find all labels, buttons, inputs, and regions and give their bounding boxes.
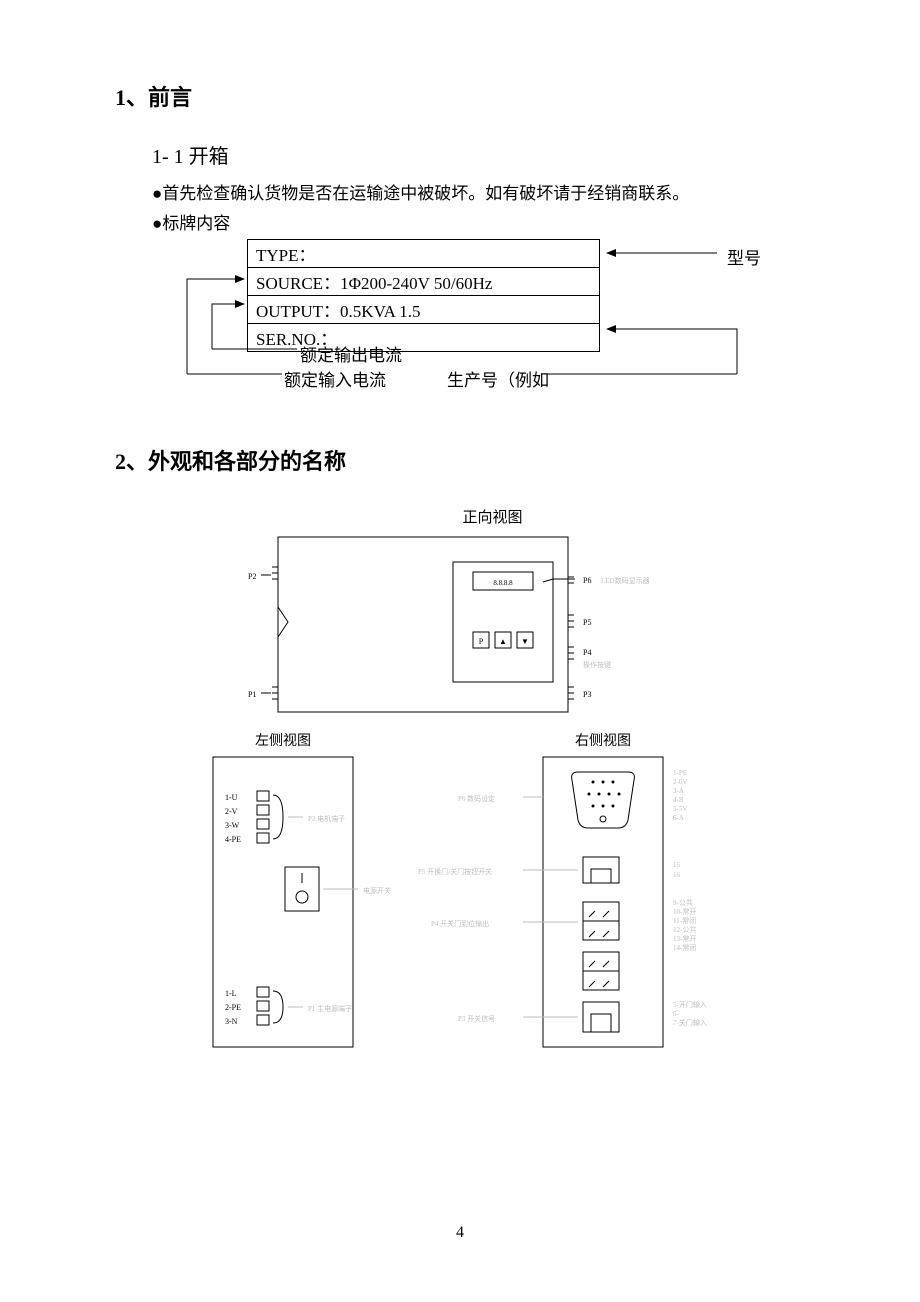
svg-text:P6: P6	[583, 576, 591, 585]
section1-heading: 1、前言	[115, 80, 810, 112]
svg-text:2-V: 2-V	[225, 807, 238, 816]
svg-text:7-关门输入: 7-关门输入	[673, 1018, 707, 1027]
svg-text:2-PE: 2-PE	[225, 1003, 241, 1012]
front-view-title: 正向视图	[175, 506, 810, 527]
nameplate-row2: SOURCE：1Φ200-240V 50/60Hz	[248, 268, 600, 296]
svg-text:11-常闭: 11-常闭	[673, 916, 696, 925]
annot-model: 型号	[727, 244, 761, 269]
svg-text:P4 开关门到位输出: P4 开关门到位输出	[431, 919, 489, 928]
svg-text:14-常闭: 14-常闭	[673, 943, 696, 952]
svg-text:4-B: 4-B	[673, 796, 684, 804]
svg-text:右侧视图: 右侧视图	[575, 733, 631, 749]
annot-prod-no: 生产号（例如	[447, 366, 549, 391]
svg-text:16: 16	[673, 871, 681, 879]
svg-text:P5: P5	[583, 618, 591, 627]
bullet-1: ●首先检查确认货物是否在运输途中被破坏。如有破坏请于经销商联系。	[152, 179, 810, 204]
svg-text:P2: P2	[248, 572, 256, 581]
bullet-2: ●标牌内容	[152, 209, 810, 234]
nameplate-row1: TYPE：	[248, 240, 600, 268]
svg-text:P4: P4	[583, 648, 591, 657]
nameplate-row3: OUTPUT：0.5KVA 1.5	[248, 296, 600, 324]
front-view-diagram: 8.8.8.8 P ▲ ▼ P2 P1 P6 LED数码显示器	[223, 527, 703, 727]
svg-text:10-常开: 10-常开	[673, 907, 696, 916]
svg-text:3-A: 3-A	[673, 787, 684, 795]
svg-text:1-L: 1-L	[225, 989, 237, 998]
page: 1、前言 1- 1 开箱 ●首先检查确认货物是否在运输途中被破坏。如有破坏请于经…	[0, 0, 920, 1302]
svg-text:P5 开换门/关门按钮开关: P5 开换门/关门按钮开关	[418, 867, 492, 876]
svg-text:9-公共: 9-公共	[673, 898, 693, 907]
annot-out-current: 额定输出电流	[300, 341, 402, 366]
svg-text:8.8.8.8: 8.8.8.8	[493, 579, 513, 587]
svg-text:15: 15	[673, 861, 681, 869]
section2-heading: 2、外观和各部分的名称	[115, 444, 810, 476]
svg-text:3-N: 3-N	[225, 1017, 238, 1026]
svg-text:P2 电机端子: P2 电机端子	[308, 814, 345, 823]
svg-text:6-: 6-	[673, 1010, 680, 1018]
svg-text:12-公共: 12-公共	[673, 925, 696, 934]
svg-text:▲: ▲	[499, 637, 507, 646]
nameplate-diagram: TYPE： SOURCE：1Φ200-240V 50/60Hz OUTPUT：0…	[152, 239, 810, 399]
svg-text:▼: ▼	[521, 637, 529, 646]
svg-text:2-0V: 2-0V	[673, 778, 687, 786]
svg-text:P3 开关信号: P3 开关信号	[458, 1014, 495, 1023]
svg-text:5-5V: 5-5V	[673, 805, 687, 813]
svg-text:P3: P3	[583, 690, 591, 699]
svg-text:5-开门输入: 5-开门输入	[673, 1000, 707, 1009]
svg-text:P: P	[478, 637, 483, 646]
svg-text:电源开关: 电源开关	[363, 886, 391, 895]
svg-text:1-PE: 1-PE	[673, 769, 687, 777]
svg-text:LED数码显示器: LED数码显示器	[601, 576, 650, 585]
page-number: 4	[0, 1224, 920, 1242]
svg-text:P6 数码设定: P6 数码设定	[458, 794, 495, 803]
svg-text:P1: P1	[248, 690, 256, 699]
svg-text:13-常开: 13-常开	[673, 934, 696, 943]
svg-text:3-W: 3-W	[225, 821, 240, 830]
svg-text:4-PE: 4-PE	[225, 835, 241, 844]
side-views: 左侧视图 1-U 2-V 3-W 4-PE 1-L 2-PE 3-N	[183, 727, 743, 1067]
svg-text:左侧视图: 左侧视图	[255, 733, 311, 749]
svg-text:P1 主电源端子: P1 主电源端子	[308, 1004, 352, 1013]
svg-text:1-U: 1-U	[225, 793, 238, 802]
nameplate-table: TYPE： SOURCE：1Φ200-240V 50/60Hz OUTPUT：0…	[247, 239, 600, 352]
section1-sub: 1- 1 开箱	[152, 140, 810, 169]
annot-in-current: 额定输入电流	[284, 366, 386, 391]
svg-text:操作按键: 操作按键	[583, 660, 611, 669]
svg-text:6-A: 6-A	[673, 814, 684, 822]
